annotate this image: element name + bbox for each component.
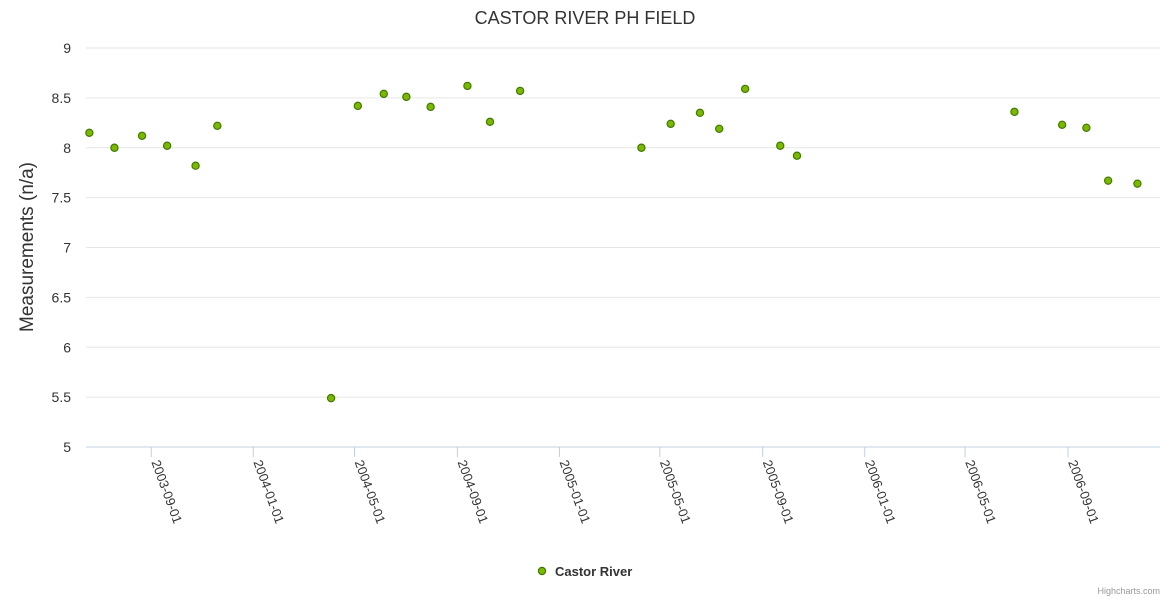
data-point[interactable] bbox=[379, 89, 388, 99]
data-point[interactable] bbox=[110, 143, 119, 152]
data-point[interactable] bbox=[353, 101, 363, 111]
y-tick-label: 5 bbox=[63, 439, 71, 455]
chart-title: CASTOR RIVER PH FIELD bbox=[475, 8, 696, 28]
data-point[interactable] bbox=[695, 108, 705, 118]
y-tick-label: 9 bbox=[63, 40, 71, 56]
y-tick-label: 7.5 bbox=[52, 190, 72, 206]
y-tick-label: 6.5 bbox=[52, 289, 72, 305]
y-tick-label: 8.5 bbox=[52, 90, 72, 106]
data-point[interactable] bbox=[776, 141, 785, 150]
x-tick-label: 2004-09-01 bbox=[455, 458, 492, 526]
data-point[interactable] bbox=[1103, 176, 1113, 185]
y-tick-label: 7 bbox=[63, 240, 71, 256]
x-tick-label: 2004-05-01 bbox=[352, 458, 389, 526]
data-point[interactable] bbox=[326, 393, 336, 403]
y-axis-title: Measurements (n/a) bbox=[17, 162, 38, 332]
legend-label[interactable]: Castor River bbox=[555, 564, 632, 579]
data-point[interactable] bbox=[1010, 107, 1019, 117]
data-point[interactable] bbox=[1082, 123, 1091, 133]
data-point[interactable] bbox=[485, 117, 495, 127]
data-point[interactable] bbox=[402, 92, 411, 102]
credits-link[interactable]: Highcharts.com bbox=[1097, 586, 1160, 596]
x-tick-label: 2006-09-01 bbox=[1065, 458, 1102, 526]
data-point[interactable] bbox=[637, 143, 646, 152]
data-point[interactable] bbox=[85, 128, 94, 137]
data-point[interactable] bbox=[162, 141, 172, 150]
legend-marker bbox=[537, 566, 547, 576]
x-tick-label: 2005-01-01 bbox=[557, 458, 594, 526]
data-point[interactable] bbox=[792, 151, 802, 160]
x-tick-label: 2004-01-01 bbox=[250, 458, 287, 526]
series-castor-river bbox=[85, 81, 1142, 403]
y-tick-label: 6 bbox=[63, 339, 71, 355]
x-tick-label: 2005-09-01 bbox=[760, 458, 797, 526]
y-tick-label: 8 bbox=[63, 140, 71, 156]
gridlines bbox=[86, 47, 1160, 448]
y-tick-label: 5.5 bbox=[52, 389, 72, 405]
x-tick-label: 2006-01-01 bbox=[862, 458, 899, 526]
data-point[interactable] bbox=[463, 81, 472, 91]
data-point[interactable] bbox=[426, 102, 435, 112]
x-tick-label: 2003-09-01 bbox=[148, 458, 185, 526]
legend[interactable]: Castor River bbox=[537, 564, 632, 579]
x-tick-label: 2005-05-01 bbox=[657, 458, 694, 526]
data-point[interactable] bbox=[213, 121, 222, 131]
data-point[interactable] bbox=[666, 119, 675, 129]
data-point[interactable] bbox=[515, 86, 525, 96]
x-axis: 2003-09-01 2004-01-01 2004-05-01 2004-09-01… bbox=[148, 447, 1102, 526]
data-point[interactable] bbox=[714, 124, 724, 133]
data-point[interactable] bbox=[1133, 179, 1142, 188]
data-point[interactable] bbox=[740, 84, 750, 94]
x-tick-label: 2006-05-01 bbox=[962, 458, 999, 526]
y-axis: 5 5.5 6 6.5 7 7.5 8 8.5 9 bbox=[52, 40, 72, 455]
data-point[interactable] bbox=[137, 131, 147, 140]
data-point[interactable] bbox=[1057, 120, 1067, 130]
data-point[interactable] bbox=[191, 161, 200, 170]
